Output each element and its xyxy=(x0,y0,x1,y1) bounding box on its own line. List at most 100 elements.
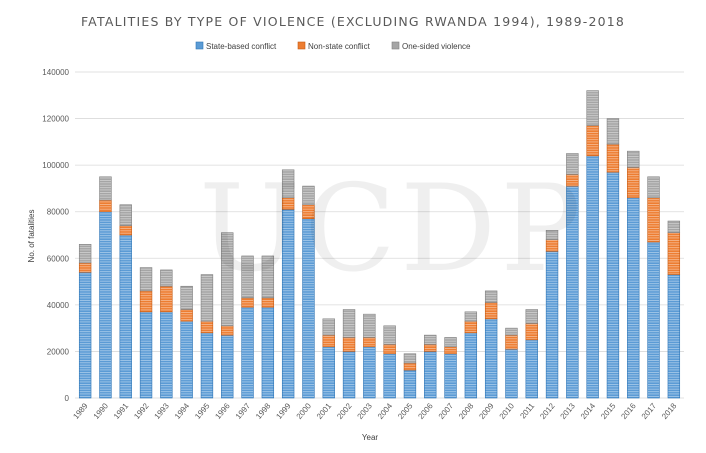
y-tick-label: 100000 xyxy=(42,161,69,170)
x-tick-label: 1992 xyxy=(132,401,151,421)
x-tick-label: 2016 xyxy=(619,401,638,421)
bar-state-based xyxy=(525,339,538,399)
x-tick-label: 1996 xyxy=(213,401,232,421)
bar-one-sided xyxy=(566,153,579,175)
bar-one-sided xyxy=(180,285,193,310)
bar-one-sided xyxy=(627,150,640,168)
bar-non-state xyxy=(200,320,214,334)
bar-state-based xyxy=(200,332,214,399)
y-tick-label: 140000 xyxy=(42,68,69,77)
bar-non-state xyxy=(403,362,417,371)
bar-state-based xyxy=(241,306,254,399)
y-tick-label: 80000 xyxy=(47,208,70,217)
bar-non-state xyxy=(139,290,153,313)
x-tick-label: 2001 xyxy=(315,401,334,421)
bar-non-state xyxy=(424,344,437,352)
y-axis-label: No. of fatalities xyxy=(27,210,36,263)
bar-one-sided xyxy=(119,204,132,226)
bar-one-sided xyxy=(221,232,234,327)
bar-non-state xyxy=(241,297,254,308)
bar-non-state xyxy=(667,232,681,275)
bar-state-based xyxy=(586,155,599,399)
bar-one-sided xyxy=(586,90,599,126)
bar-state-based xyxy=(484,318,498,399)
x-tick-label: 2018 xyxy=(660,401,679,421)
bar-one-sided xyxy=(545,230,559,240)
x-axis-ticks: 1989 1990 1991 1992 1993 1994 1995 1996 1997 1998… xyxy=(71,401,678,421)
x-tick-label: 2011 xyxy=(518,401,536,420)
x-tick-label: 2008 xyxy=(457,401,476,421)
bar-one-sided xyxy=(667,220,681,233)
bars xyxy=(78,90,681,399)
bar-one-sided xyxy=(505,327,518,336)
y-tick-label: 120000 xyxy=(42,115,69,124)
x-tick-label: 2010 xyxy=(498,401,517,421)
bar-one-sided xyxy=(363,313,376,338)
bar-non-state xyxy=(322,334,335,348)
bar-one-sided xyxy=(342,309,356,338)
bar-one-sided xyxy=(606,118,620,145)
bar-one-sided xyxy=(302,185,315,206)
x-tick-label: 2014 xyxy=(579,401,598,421)
bar-state-based xyxy=(78,271,92,399)
watermark: UCDP xyxy=(199,160,585,299)
bar-state-based xyxy=(363,346,376,399)
bar-non-state xyxy=(383,344,396,355)
bar-non-state xyxy=(363,337,376,348)
bar-non-state xyxy=(119,225,132,236)
legend-swatch-non-state xyxy=(297,41,306,50)
bar-non-state xyxy=(525,323,538,341)
bar-state-based xyxy=(99,211,112,399)
legend-swatch-state-based xyxy=(195,41,204,50)
bar-state-based xyxy=(647,241,660,399)
bar-one-sided xyxy=(525,309,538,324)
bar-one-sided xyxy=(424,334,437,345)
y-axis-ticks: 0 20000 40000 60000 80000 100000 120000 140000 xyxy=(42,68,69,403)
bar-state-based xyxy=(160,311,173,399)
bar-one-sided xyxy=(281,169,295,199)
y-tick-label: 20000 xyxy=(47,347,70,356)
bar-non-state xyxy=(444,346,457,355)
x-tick-label: 1993 xyxy=(153,401,172,421)
x-tick-label: 2005 xyxy=(396,401,415,421)
x-tick-label: 1998 xyxy=(254,401,273,421)
x-tick-label: 1994 xyxy=(173,401,192,421)
x-tick-label: 1999 xyxy=(274,401,293,421)
x-tick-label: 2007 xyxy=(437,401,456,421)
legend-label-state-based: State-based conflict xyxy=(206,42,277,51)
bar-one-sided xyxy=(261,255,275,299)
bar-one-sided xyxy=(383,325,396,345)
legend: State-based conflict Non-state conflict … xyxy=(195,41,471,51)
bar-non-state xyxy=(180,309,193,322)
x-tick-label: 2017 xyxy=(640,401,659,421)
bar-non-state xyxy=(647,197,660,243)
bar-state-based xyxy=(261,306,275,399)
bar-non-state xyxy=(261,297,275,308)
bar-one-sided xyxy=(200,274,214,322)
bar-state-based xyxy=(221,334,234,399)
y-tick-label: 0 xyxy=(65,394,70,403)
legend-swatch-one-sided xyxy=(391,41,400,50)
bar-one-sided xyxy=(139,267,153,292)
bar-one-sided xyxy=(403,353,417,364)
bar-one-sided xyxy=(160,269,173,287)
x-tick-label: 1990 xyxy=(92,401,111,421)
bar-non-state xyxy=(99,199,112,213)
bar-one-sided xyxy=(322,318,335,336)
bar-state-based xyxy=(342,351,356,399)
bar-one-sided xyxy=(78,244,92,264)
bar-state-based xyxy=(444,353,457,399)
bar-state-based xyxy=(119,234,132,399)
bar-state-based xyxy=(606,171,620,399)
bar-state-based xyxy=(180,320,193,399)
bar-one-sided xyxy=(444,337,457,348)
bar-non-state xyxy=(160,285,173,313)
bar-non-state xyxy=(586,125,599,157)
bar-state-based xyxy=(505,348,518,399)
x-tick-label: 2012 xyxy=(538,401,557,421)
x-tick-label: 2015 xyxy=(599,401,618,421)
bar-non-state xyxy=(627,167,640,199)
x-axis-label: Year xyxy=(362,433,379,442)
